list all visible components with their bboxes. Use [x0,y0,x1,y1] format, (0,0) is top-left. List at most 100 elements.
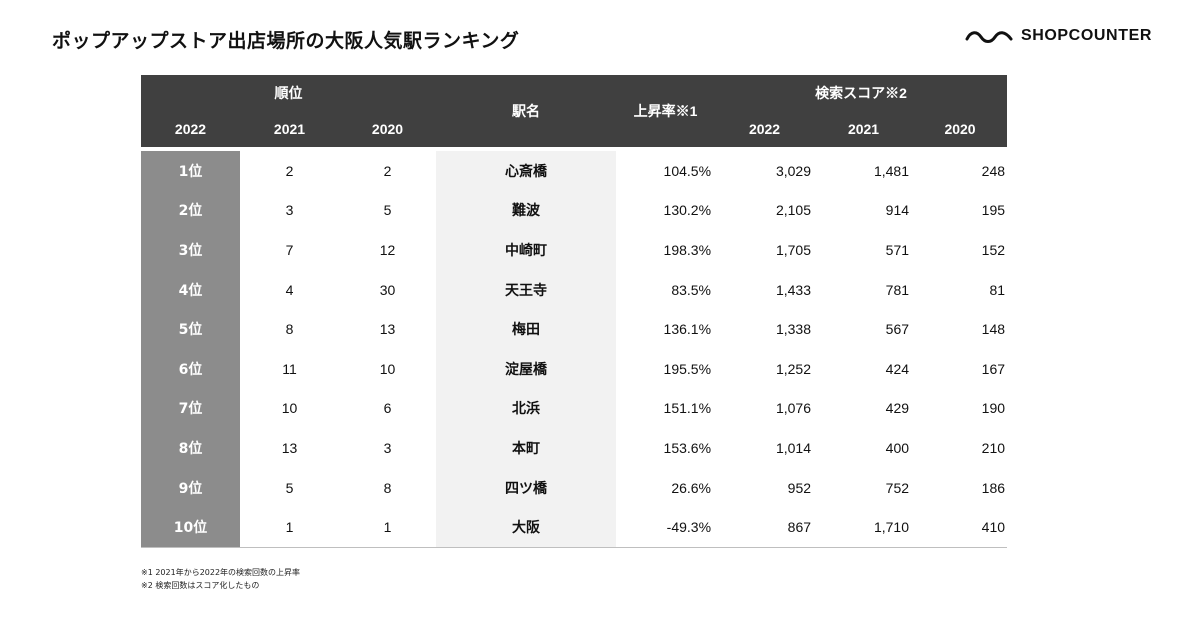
footnote-2: ※2 検索回数はスコア化したもの [141,581,260,590]
brand-logo: SHOPCOUNTER [965,27,1152,45]
station-name-cell: 心斎橋 [436,151,617,191]
rank-2021-cell: 10 [281,400,298,417]
score-2022-cell: 1,338 [775,321,812,338]
station-name-cell: 北浜 [436,388,617,429]
station-name-cell: 中崎町 [436,230,617,270]
header-station: 駅名 [436,75,617,147]
rate-cell: 136.1% [663,321,712,338]
score-2022-cell: 1,014 [775,439,812,456]
rank-cell: 9位 [141,467,240,508]
rate-cell: 195.5% [663,360,712,377]
score-2021-cell: 567 [885,321,910,338]
score-2020-cell: 195 [981,202,1006,219]
rank-2020-cell: 13 [379,321,396,338]
score-2022-cell: 952 [787,479,812,496]
score-2022-cell: 3,029 [775,162,812,179]
score-2022-cell: 1,705 [775,241,812,258]
rank-2020-cell: 10 [379,360,396,377]
table-row: 5位 8 13 梅田 136.1% 1,338 567 148 [141,309,1007,349]
table-row: 7位 10 6 北浜 151.1% 1,076 429 190 [141,388,1007,429]
station-name-cell: 梅田 [436,309,617,349]
table-row: 6位 11 10 淀屋橋 195.5% 1,252 424 167 [141,348,1007,389]
station-name-cell: 大阪 [436,507,617,548]
rank-2020-cell: 8 [383,479,392,496]
rank-cell: 1位 [141,151,240,191]
score-2021-cell: 571 [885,241,910,258]
rank-2021-cell: 5 [285,479,294,496]
header-rank-2021: 2021 [240,111,339,147]
score-2020-cell: 167 [981,360,1006,377]
table-header: 順位 駅名 上昇率※1 検索スコア※2 2022 2021 2020 2022 … [141,75,1008,151]
wave-logo-icon [965,31,1013,43]
rank-2021-cell: 4 [285,281,294,298]
rank-2020-cell: 1 [339,507,437,548]
rank-2021-cell: 8 [285,321,294,338]
rank-2021-cell: 7 [285,241,294,258]
score-2021-cell: 781 [885,281,910,298]
brand-name: SHOPCOUNTER [1020,27,1152,44]
rate-cell: 153.6% [663,439,712,456]
header-rank-2022: 2022 [141,111,240,147]
station-name-cell: 淀屋橋 [436,348,617,389]
score-2020-cell: 410 [913,507,1008,548]
rank-cell: 8位 [141,428,240,468]
rank-cell: 7位 [141,388,240,429]
rate-cell: 151.1% [663,400,712,417]
rank-2021-cell: 11 [282,360,297,377]
rate-cell: 198.3% [663,241,712,258]
score-2022-cell: 2,105 [775,202,812,219]
ranking-table: 順位 駅名 上昇率※1 検索スコア※2 2022 2021 2020 2022 … [141,75,1008,548]
score-2020-cell: 190 [981,400,1006,417]
rank-cell: 4位 [141,269,240,310]
rate-cell: 26.6% [671,479,712,496]
rank-cell: 3位 [141,230,240,270]
score-2020-cell: 81 [989,281,1006,298]
score-2022-cell: 1,433 [775,281,812,298]
rate-cell: 104.5% [663,162,712,179]
rank-2020-cell: 30 [379,281,396,298]
rank-2021-cell: 13 [281,439,298,456]
station-name-cell: 天王寺 [436,269,617,310]
score-2021-cell: 1,481 [873,162,910,179]
table-row: 8位 13 3 本町 153.6% 1,014 400 210 [141,428,1007,468]
score-2021-cell: 400 [885,439,910,456]
score-2021-cell: 914 [885,202,910,219]
table-row: 2位 3 5 難波 130.2% 2,105 914 195 [141,190,1007,231]
header-rank-2020: 2020 [339,111,437,147]
score-2021-cell: 424 [885,360,910,377]
rank-cell: 2位 [141,190,240,231]
page-title: ポップアップストア出店場所の大阪人気駅ランキング [52,30,520,52]
footnotes: ※1 2021年から2022年の検索回数の上昇率 ※2 検索回数はスコア化したも… [141,566,300,592]
score-2021-cell: 1,710 [814,507,914,548]
rank-2020-cell: 6 [383,400,392,417]
rank-2021-cell: 1 [240,507,339,548]
score-2022-cell: 1,076 [775,400,812,417]
table-row: 4位 4 30 天王寺 83.5% 1,433 781 81 [141,269,1007,310]
score-2020-cell: 148 [981,321,1006,338]
score-2020-cell: 186 [981,479,1006,496]
score-2022-cell: 867 [715,507,815,548]
score-2020-cell: 152 [981,241,1006,258]
station-name-cell: 本町 [436,428,617,468]
rate-cell: 83.5% [671,281,712,298]
rate-cell: 130.2% [663,202,712,219]
header-score-2021: 2021 [814,111,914,147]
header-rank-group: 順位 [141,75,437,111]
footnote-1: ※1 2021年から2022年の検索回数の上昇率 [141,568,301,577]
header-rate: 上昇率※1 [616,75,716,147]
rank-cell: 5位 [141,309,240,349]
header-score-2020: 2020 [913,111,1008,147]
table-body: 1位 2 2 心斎橋 104.5% 3,029 1,481 248 2位 3 5 難波 130.2% 2,… [141,151,1008,548]
ranking-table-container: 順位 駅名 上昇率※1 検索スコア※2 2022 2021 2020 2022 … [141,75,1008,548]
rank-2021-cell: 2 [285,162,294,179]
table-row: 9位 5 8 四ツ橋 26.6% 952 752 186 [141,467,1007,508]
score-2020-cell: 248 [981,162,1006,179]
table-row: 1位 2 2 心斎橋 104.5% 3,029 1,481 248 [141,151,1007,191]
score-2021-cell: 752 [885,479,910,496]
rank-2020-cell: 12 [379,241,396,258]
rank-cell: 10位 [141,507,240,548]
station-name-cell: 四ツ橋 [436,467,617,508]
table-row: 10位 1 1 大阪 -49.3% 867 1,710 410 [141,507,1008,548]
rank-cell: 6位 [141,348,240,389]
rank-2020-cell: 5 [383,202,392,219]
